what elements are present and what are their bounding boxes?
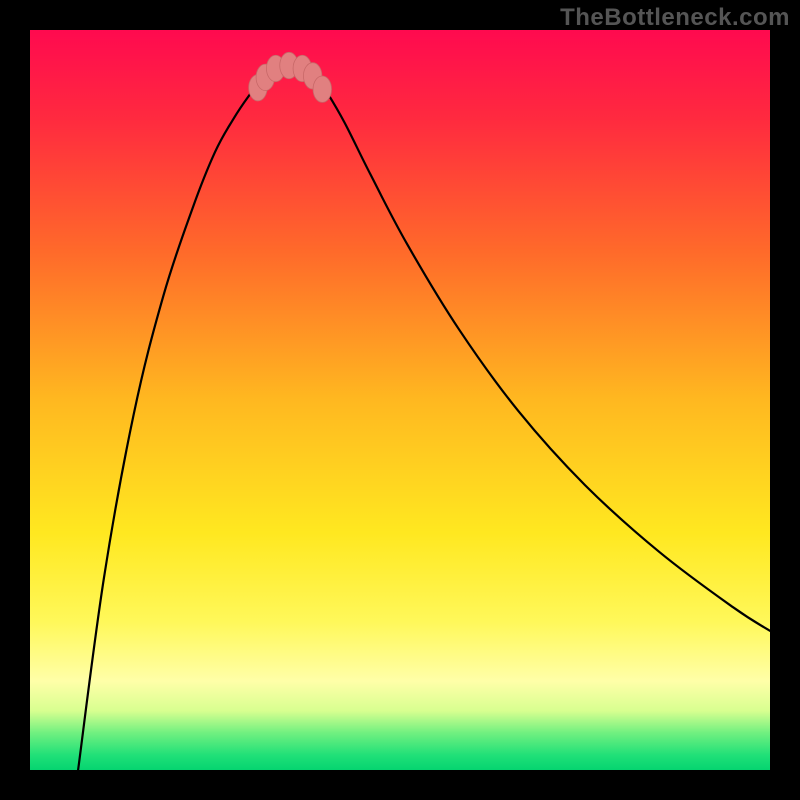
trough-marker: [313, 76, 331, 102]
chart-svg: [30, 30, 770, 770]
chart-container: TheBottleneck.com: [0, 0, 800, 800]
plot-area: [30, 30, 770, 770]
gradient-background: [30, 30, 770, 770]
watermark-text: TheBottleneck.com: [560, 4, 790, 32]
